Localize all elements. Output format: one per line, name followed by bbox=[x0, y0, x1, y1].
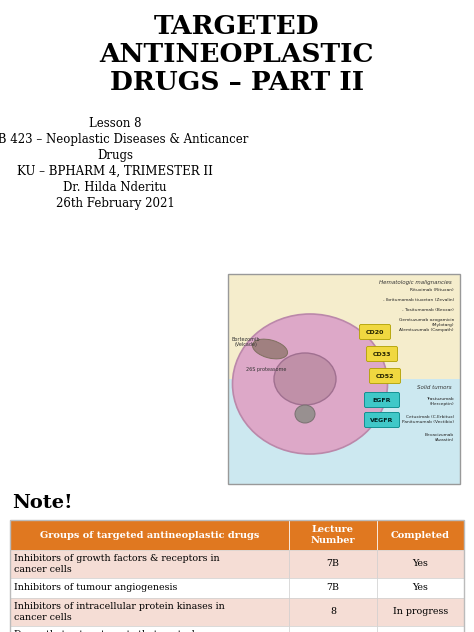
Text: 7B: 7B bbox=[327, 559, 339, 569]
FancyBboxPatch shape bbox=[289, 626, 377, 632]
Text: Yes: Yes bbox=[412, 559, 428, 569]
FancyBboxPatch shape bbox=[365, 392, 400, 408]
FancyBboxPatch shape bbox=[10, 550, 289, 578]
FancyBboxPatch shape bbox=[377, 626, 464, 632]
Text: Drugs that act on targets that control cancer
cell behaviour & other drugs: Drugs that act on targets that control c… bbox=[14, 630, 230, 632]
Text: 26S proteasome: 26S proteasome bbox=[246, 367, 286, 372]
FancyBboxPatch shape bbox=[10, 578, 289, 598]
Text: Dr. Hilda Nderitu: Dr. Hilda Nderitu bbox=[63, 181, 167, 194]
FancyBboxPatch shape bbox=[289, 550, 377, 578]
Text: - Ibritumomab tiuxetan (Zevalin): - Ibritumomab tiuxetan (Zevalin) bbox=[383, 298, 454, 302]
Text: 8: 8 bbox=[330, 607, 336, 616]
Text: VEGFR: VEGFR bbox=[370, 418, 394, 423]
Text: CD33: CD33 bbox=[373, 351, 391, 356]
Text: Alemtuzumab (Campath): Alemtuzumab (Campath) bbox=[400, 328, 454, 332]
Ellipse shape bbox=[253, 339, 288, 359]
FancyBboxPatch shape bbox=[377, 578, 464, 598]
FancyBboxPatch shape bbox=[289, 520, 377, 550]
FancyBboxPatch shape bbox=[228, 274, 460, 379]
Text: PPB 423 – Neoplastic Diseases & Anticancer: PPB 423 – Neoplastic Diseases & Anticanc… bbox=[0, 133, 248, 146]
Text: Groups of targeted antineoplastic drugs: Groups of targeted antineoplastic drugs bbox=[40, 530, 259, 540]
Text: Inhibitors of tumour angiogenesis: Inhibitors of tumour angiogenesis bbox=[14, 583, 177, 593]
FancyBboxPatch shape bbox=[289, 578, 377, 598]
Text: CD20: CD20 bbox=[366, 329, 384, 334]
Text: 7B: 7B bbox=[327, 583, 339, 593]
FancyBboxPatch shape bbox=[377, 598, 464, 626]
FancyBboxPatch shape bbox=[10, 598, 289, 626]
Text: EGFR: EGFR bbox=[373, 398, 391, 403]
Text: In progress: In progress bbox=[393, 607, 448, 616]
FancyBboxPatch shape bbox=[377, 520, 464, 550]
Ellipse shape bbox=[233, 314, 388, 454]
Text: Rituximab (Rituxan): Rituximab (Rituxan) bbox=[410, 288, 454, 292]
FancyBboxPatch shape bbox=[370, 368, 401, 384]
Text: Bevacizumab
(Avastin): Bevacizumab (Avastin) bbox=[425, 433, 454, 442]
FancyBboxPatch shape bbox=[359, 324, 391, 339]
Text: CD52: CD52 bbox=[376, 374, 394, 379]
Text: Bortezomib
(Velcade): Bortezomib (Velcade) bbox=[232, 337, 260, 348]
FancyBboxPatch shape bbox=[10, 520, 289, 550]
Text: Note!: Note! bbox=[12, 494, 73, 512]
Text: Lecture
Number: Lecture Number bbox=[311, 525, 356, 545]
Text: Yes: Yes bbox=[412, 583, 428, 593]
Text: Completed: Completed bbox=[391, 530, 450, 540]
Text: Hematologic malignancies: Hematologic malignancies bbox=[379, 280, 452, 285]
Text: KU – BPHARM 4, TRIMESTER II: KU – BPHARM 4, TRIMESTER II bbox=[17, 165, 213, 178]
Text: Inhibitors of intracellular protein kinases in
cancer cells: Inhibitors of intracellular protein kina… bbox=[14, 602, 225, 622]
FancyBboxPatch shape bbox=[366, 346, 398, 362]
Ellipse shape bbox=[274, 353, 336, 405]
FancyBboxPatch shape bbox=[228, 379, 460, 484]
Text: DRUGS – PART II: DRUGS – PART II bbox=[110, 70, 364, 95]
FancyBboxPatch shape bbox=[10, 626, 289, 632]
Text: Gemtuzumab ozogamicin
(Mylotarg): Gemtuzumab ozogamicin (Mylotarg) bbox=[399, 318, 454, 327]
Text: ANTINEOPLASTIC: ANTINEOPLASTIC bbox=[100, 42, 374, 67]
Text: Trastuzumab
(Herceptin): Trastuzumab (Herceptin) bbox=[427, 397, 454, 406]
Ellipse shape bbox=[295, 405, 315, 423]
FancyBboxPatch shape bbox=[289, 598, 377, 626]
Text: Solid tumors: Solid tumors bbox=[418, 385, 452, 390]
FancyBboxPatch shape bbox=[365, 413, 400, 427]
Text: Inhibitors of growth factors & receptors in
cancer cells: Inhibitors of growth factors & receptors… bbox=[14, 554, 219, 574]
Text: Lesson 8: Lesson 8 bbox=[89, 117, 141, 130]
Text: TARGETED: TARGETED bbox=[154, 14, 320, 39]
Text: Drugs: Drugs bbox=[97, 149, 133, 162]
FancyBboxPatch shape bbox=[377, 550, 464, 578]
Text: - Tositumomab (Bexxar): - Tositumomab (Bexxar) bbox=[402, 308, 454, 312]
Text: 26th February 2021: 26th February 2021 bbox=[55, 197, 174, 210]
Text: Cetuximab (C.Erbitux)
Panitumumab (Vectibix): Cetuximab (C.Erbitux) Panitumumab (Vecti… bbox=[402, 415, 454, 423]
